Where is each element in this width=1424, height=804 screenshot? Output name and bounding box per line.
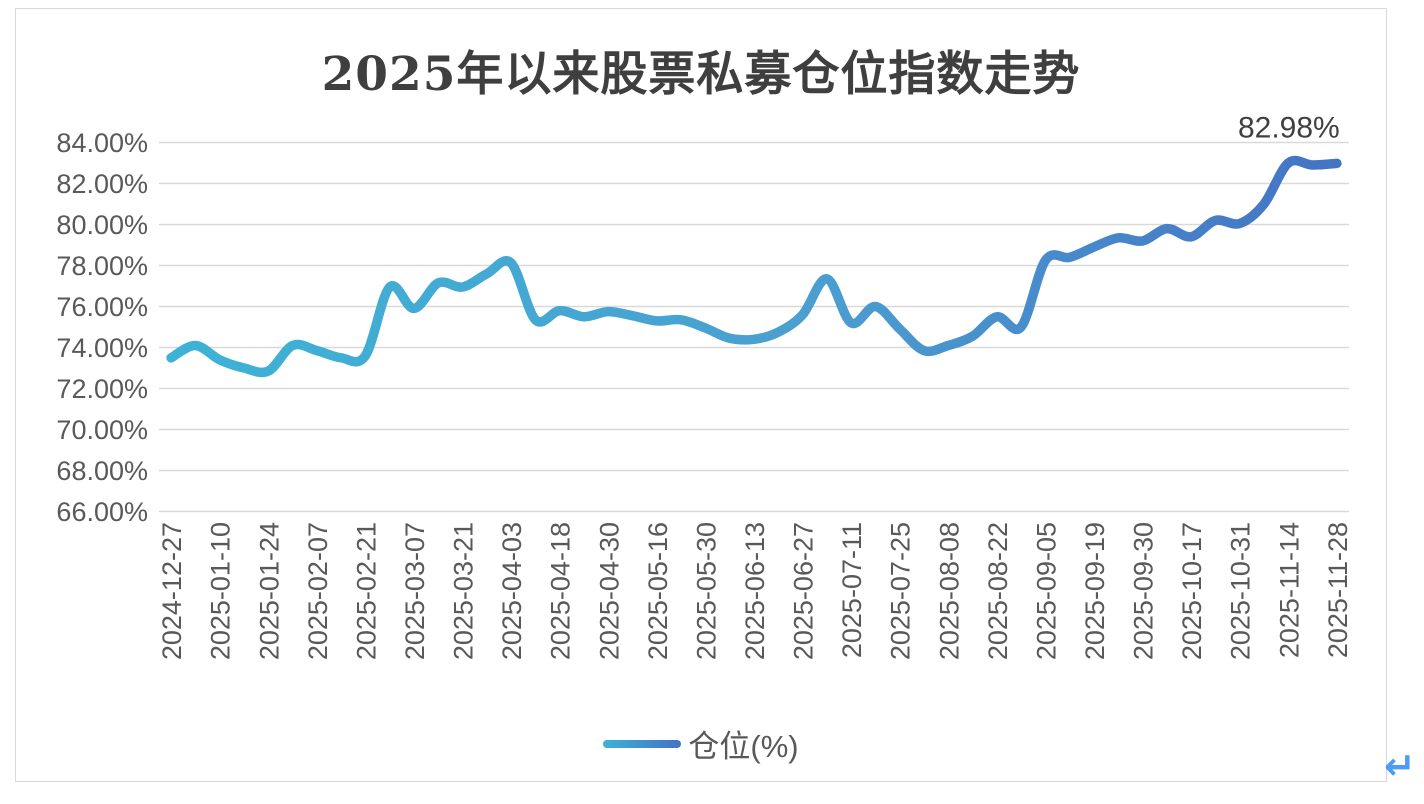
x-axis-tick-label: 2025-05-30 [691,522,721,660]
legend-line-sample-icon [603,739,682,748]
legend-label: 仓位(%) [688,729,799,764]
x-axis-tick-label: 2025-04-18 [546,522,576,660]
x-axis-tick-label: 2025-06-27 [789,522,819,660]
x-axis-tick-label: 2025-10-31 [1226,522,1256,660]
x-axis-tick-label: 2024-12-27 [157,522,187,660]
x-axis-tick-label: 2025-06-13 [740,522,770,660]
y-axis-tick-label: 74.00% [56,332,148,363]
x-axis-tick-label: 2025-03-21 [449,522,479,660]
x-axis-tick-label: 2025-02-21 [351,522,381,660]
y-axis-tick-label: 70.00% [56,414,148,445]
paragraph-return-mark: ↵ [1384,746,1416,788]
x-axis-tick-label: 2025-08-22 [983,522,1013,660]
x-axis-tick-label: 2025-07-11 [837,522,867,658]
y-axis-tick-label: 68.00% [56,455,148,486]
x-axis-tick-label: 2025-11-14 [1274,522,1304,658]
x-axis-tick-label: 2025-01-24 [254,522,284,660]
x-axis-tick-label: 2025-02-07 [303,522,333,660]
y-axis-tick-label: 76.00% [56,291,148,322]
x-axis-tick-label: 2025-07-25 [886,522,916,660]
line-chart-plot: 2024-12-27 2025-01-10 2025-01-24 2025-02-07… [157,111,1353,660]
y-axis-tick-label: 66.00% [56,496,148,527]
position-index-line-series [166,155,1342,378]
x-axis-tick-label: 2025-09-30 [1129,522,1159,660]
chart-frame: 2025年以来股票私募仓位指数走势 2024-12-27 2025-01-10 20… [15,8,1387,782]
x-axis-tick-label: 2025-08-08 [934,522,964,660]
chart-title: 2025年以来股票私募仓位指数走势 [321,47,1081,102]
last-value-data-label: 82.98% [1238,111,1340,144]
x-axis-tick-label: 2025-04-03 [497,522,527,660]
y-axis-tick-label: 78.00% [56,250,148,281]
y-axis-tick-label: 72.00% [56,373,148,404]
y-axis-tick-label: 80.00% [56,209,148,240]
x-axis-tick-label: 2025-01-10 [206,522,236,660]
legend: 仓位(%) [16,721,1386,766]
x-axis-tick-label: 2025-03-07 [400,522,430,660]
x-axis-tick-label: 2025-09-05 [1031,522,1061,660]
x-axis-tick-label: 2025-09-19 [1080,522,1110,660]
x-axis-tick-label: 2025-11-28 [1323,522,1353,658]
x-axis-tick-label: 2025-10-17 [1177,522,1207,660]
x-axis-tick-label: 2025-04-30 [594,522,624,660]
y-axis-tick-label: 84.00% [56,127,148,158]
y-axis-tick-label: 82.00% [56,168,148,199]
x-axis-tick-label: 2025-05-16 [643,522,673,660]
